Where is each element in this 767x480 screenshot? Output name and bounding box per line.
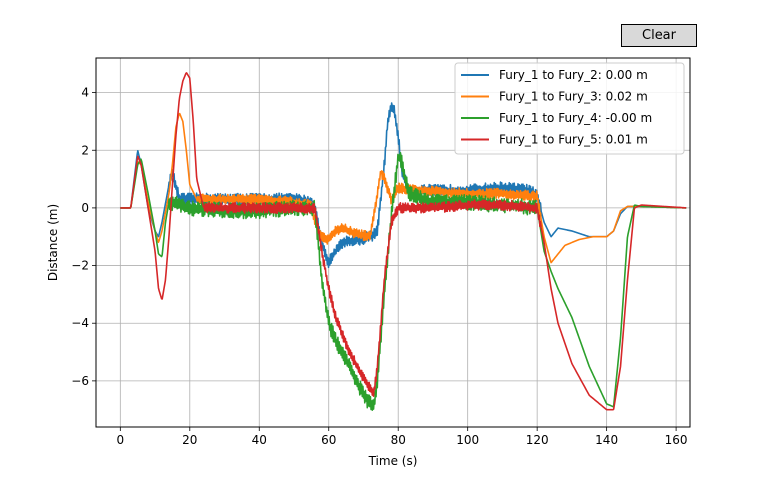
plot-area xyxy=(120,72,687,411)
y-tick-label: −2 xyxy=(71,259,89,273)
series-line xyxy=(120,72,687,411)
y-axis-label: Distance (m) xyxy=(46,204,60,281)
x-tick-label: 120 xyxy=(526,433,549,447)
y-tick-label: 0 xyxy=(81,201,89,215)
x-tick-label: 0 xyxy=(116,433,124,447)
x-tick-label: 20 xyxy=(182,433,197,447)
x-tick-label: 80 xyxy=(391,433,406,447)
y-tick-label: 4 xyxy=(81,86,89,100)
x-tick-label: 40 xyxy=(252,433,267,447)
legend: Fury_1 to Fury_2: 0.00 m Fury_1 to Fury_3… xyxy=(454,62,685,155)
x-axis-ticks: 0 20 40 60 80 100 120 140 160 xyxy=(116,427,688,447)
legend-label: Fury_1 to Fury_2: 0.00 m xyxy=(499,68,648,82)
axes-frame xyxy=(95,57,691,428)
series-line xyxy=(120,151,687,411)
legend-label: Fury_1 to Fury_5: 0.01 m xyxy=(499,133,648,147)
y-tick-label: −4 xyxy=(71,316,89,330)
x-tick-label: 160 xyxy=(665,433,688,447)
x-tick-label: 140 xyxy=(595,433,618,447)
legend-label: Fury_1 to Fury_4: -0.00 m xyxy=(499,111,652,125)
clear-button[interactable]: Clear xyxy=(621,24,697,47)
x-axis-label: Time (s) xyxy=(368,454,418,468)
y-axis-ticks: −6 −4 −2 0 2 4 xyxy=(71,86,96,388)
legend-box xyxy=(454,62,685,155)
x-tick-label: 60 xyxy=(321,433,336,447)
x-tick-label: 100 xyxy=(456,433,479,447)
y-tick-label: 2 xyxy=(81,143,89,157)
legend-label: Fury_1 to Fury_3: 0.02 m xyxy=(499,90,648,104)
y-tick-label: −6 xyxy=(71,374,89,388)
